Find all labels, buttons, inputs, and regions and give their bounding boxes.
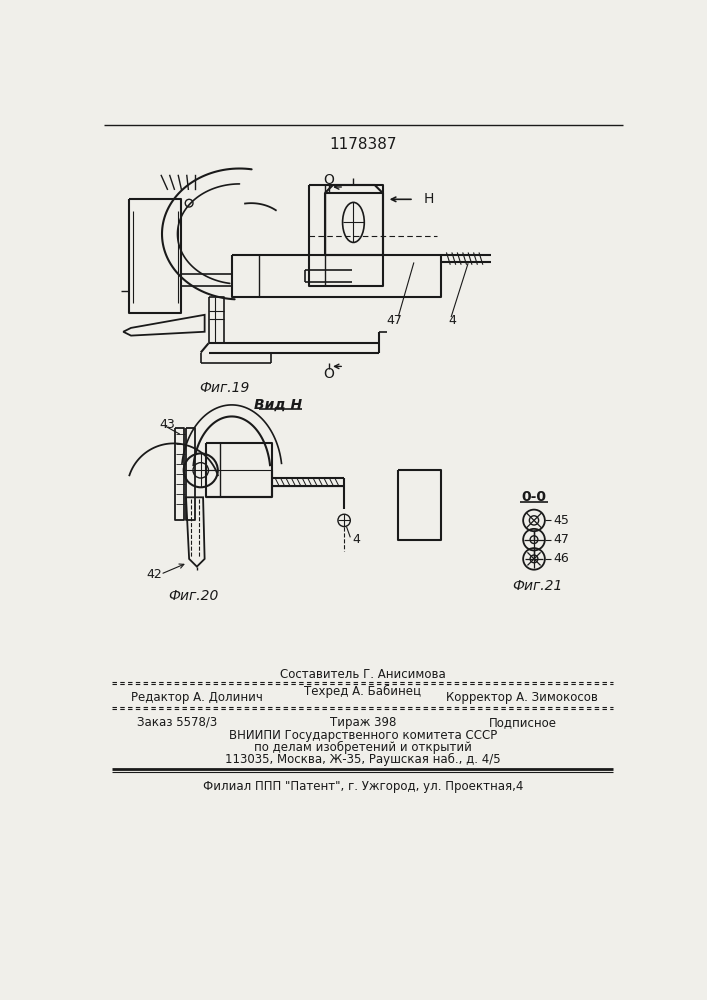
Text: Редактор А. Долинич: Редактор А. Долинич [131,691,263,704]
Text: Филиал ППП "Патент", г. Ужгород, ул. Проектная,4: Филиал ППП "Патент", г. Ужгород, ул. Про… [202,780,523,793]
Text: 113035, Москва, Ж-35, Раушская наб., д. 4/5: 113035, Москва, Ж-35, Раушская наб., д. … [225,753,501,766]
Text: 43: 43 [160,418,175,431]
Text: 0-0: 0-0 [522,490,547,504]
Text: Фиг.21: Фиг.21 [513,579,563,593]
Text: Вид Н: Вид Н [255,398,303,412]
Text: Фиг.19: Фиг.19 [199,381,249,395]
Text: 47: 47 [387,314,402,327]
Text: Заказ 5578/3: Заказ 5578/3 [137,716,218,729]
Text: Техред А. Бабинец: Техред А. Бабинец [304,685,421,698]
Text: 4: 4 [449,314,457,327]
Text: 4: 4 [352,533,360,546]
Text: Корректор А. Зимокосов: Корректор А. Зимокосов [446,691,598,704]
Text: Составитель Г. Анисимова: Составитель Г. Анисимова [280,668,445,681]
Text: Фиг.20: Фиг.20 [168,589,218,603]
Text: Тираж 398: Тираж 398 [329,716,396,729]
Text: 47: 47 [554,533,569,546]
Text: 45: 45 [554,514,569,527]
Text: ВНИИПИ Государственного комитета СССР: ВНИИПИ Государственного комитета СССР [228,730,497,742]
Text: 46: 46 [554,552,569,565]
Text: по делам изобретений и открытий: по делам изобретений и открытий [254,741,472,754]
Text: O: O [323,367,334,381]
Text: Н: Н [423,192,433,206]
Text: O: O [323,173,334,187]
Text: 1178387: 1178387 [329,137,397,152]
Text: 42: 42 [146,568,162,581]
Text: Подписное: Подписное [489,716,556,729]
